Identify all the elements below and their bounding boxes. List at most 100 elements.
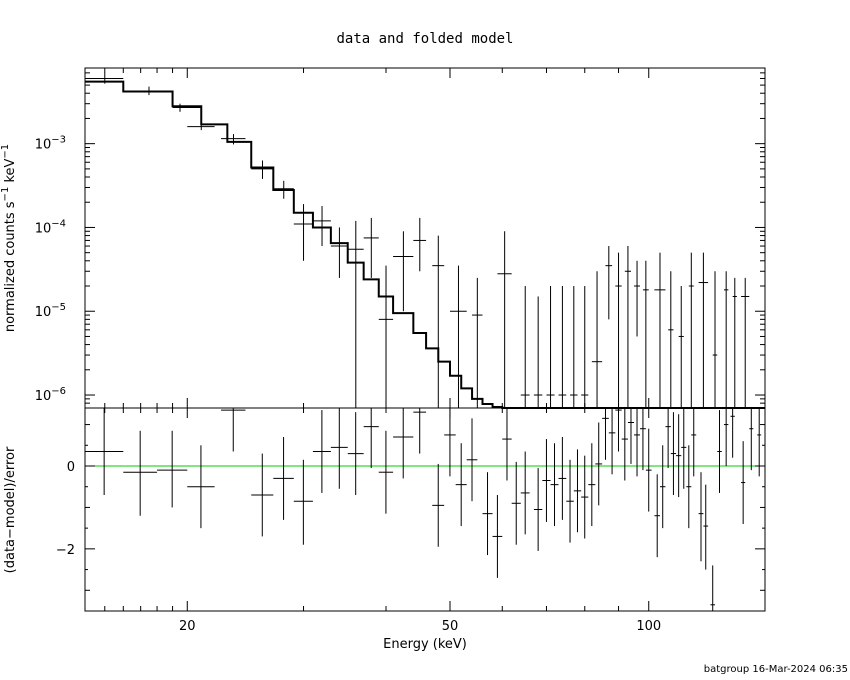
residual-point (293, 459, 313, 545)
residual-point (492, 495, 503, 578)
data-point (688, 252, 694, 408)
residual-point (640, 408, 646, 471)
y-tick-label: −2 (56, 543, 75, 558)
data-point (293, 204, 313, 261)
data-point (172, 103, 202, 112)
data-point (533, 296, 543, 408)
residual-point (710, 565, 716, 611)
residual-point (621, 408, 628, 481)
data-point (520, 286, 530, 408)
residual-point (251, 453, 274, 537)
data-point (654, 252, 666, 408)
residual-point (686, 445, 692, 529)
residual-point (691, 408, 697, 477)
x-axis: 20 50 100 (104, 68, 766, 634)
top-panel-frame (84, 67, 766, 409)
data-point (221, 134, 246, 145)
x-tick-label: 20 (179, 619, 196, 634)
residual-point (347, 412, 364, 495)
residual-point (757, 408, 762, 477)
data-point (570, 286, 578, 408)
data-point (347, 220, 364, 408)
y-tick-label: 10−4 (35, 218, 66, 236)
residual-point (550, 443, 559, 527)
residual-point (566, 459, 574, 543)
residual-point (511, 461, 521, 545)
data-point (85, 72, 124, 84)
data-point (591, 271, 603, 408)
residual-point (273, 437, 294, 520)
residual-point (466, 418, 478, 502)
data-point (615, 252, 622, 408)
residual-point (432, 463, 445, 547)
residual-point (681, 408, 687, 489)
data-point (634, 260, 641, 337)
residual-point (654, 474, 660, 558)
data-point (732, 277, 737, 408)
x-axis-label: Energy (keV) (383, 637, 467, 652)
residual-point (741, 441, 746, 524)
bottom-y-axis: 0 −2 (56, 424, 765, 612)
residual-point (312, 410, 331, 493)
x-tick-label: 50 (442, 619, 459, 634)
residual-point (665, 408, 671, 469)
residual-point (703, 484, 709, 570)
data-point (330, 227, 348, 278)
residual-point (187, 445, 215, 529)
data-point (312, 206, 331, 247)
x-tick-label: 100 (636, 619, 661, 634)
data-point (497, 231, 512, 408)
residual-point (717, 410, 722, 493)
residual-point (363, 408, 379, 469)
residual-point (676, 414, 682, 498)
residual-point (455, 443, 467, 527)
residual-point (645, 428, 652, 512)
data-point (449, 265, 467, 408)
y-tick-label: 10−3 (35, 135, 66, 153)
residual-point (573, 449, 582, 533)
residual-point (482, 472, 493, 556)
residual-point (444, 408, 456, 477)
data-point (363, 217, 379, 278)
data-point (668, 271, 674, 408)
bottom-y-axis-label: (data−model)/error (3, 446, 18, 573)
residual-point (588, 443, 596, 527)
data-point (393, 231, 414, 312)
data-point (378, 265, 394, 408)
residual-point (698, 472, 704, 562)
bottom-panel: 0 −2 (data−model)/error (3, 407, 766, 612)
residual-point (608, 408, 616, 475)
data-point (558, 286, 567, 408)
residual-point (634, 408, 641, 477)
data-point (273, 180, 294, 199)
data-points (85, 72, 750, 408)
residual-point (670, 412, 677, 495)
data-point (472, 277, 483, 408)
residual-point (520, 451, 530, 535)
residual-point (615, 408, 622, 452)
residual-point (533, 468, 543, 551)
data-point (251, 160, 274, 179)
top-panel: 10−6 10−5 10−4 10−3 normalized counts s−1 k… (0, 67, 766, 409)
data-point (605, 246, 613, 320)
residual-point (602, 408, 609, 460)
model-step-line (85, 80, 765, 409)
residual-point (378, 430, 394, 514)
footer-stamp: batgroup 16-Mar-2024 06:35 (704, 664, 848, 675)
residual-point (659, 445, 666, 529)
residual-point (730, 408, 735, 458)
residual-point (330, 408, 348, 489)
data-point (432, 235, 445, 408)
residual-point (542, 439, 551, 522)
top-y-axis: 10−6 10−5 10−4 10−3 (35, 67, 765, 409)
residual-point (595, 422, 603, 506)
data-point (678, 286, 684, 408)
residual-point (581, 455, 589, 539)
y-tick-label: 0 (67, 460, 75, 475)
residual-point (723, 408, 729, 466)
data-point (187, 122, 215, 131)
residual-points (85, 408, 762, 611)
chart-title: data and folded model (336, 31, 513, 47)
data-point (581, 286, 589, 408)
